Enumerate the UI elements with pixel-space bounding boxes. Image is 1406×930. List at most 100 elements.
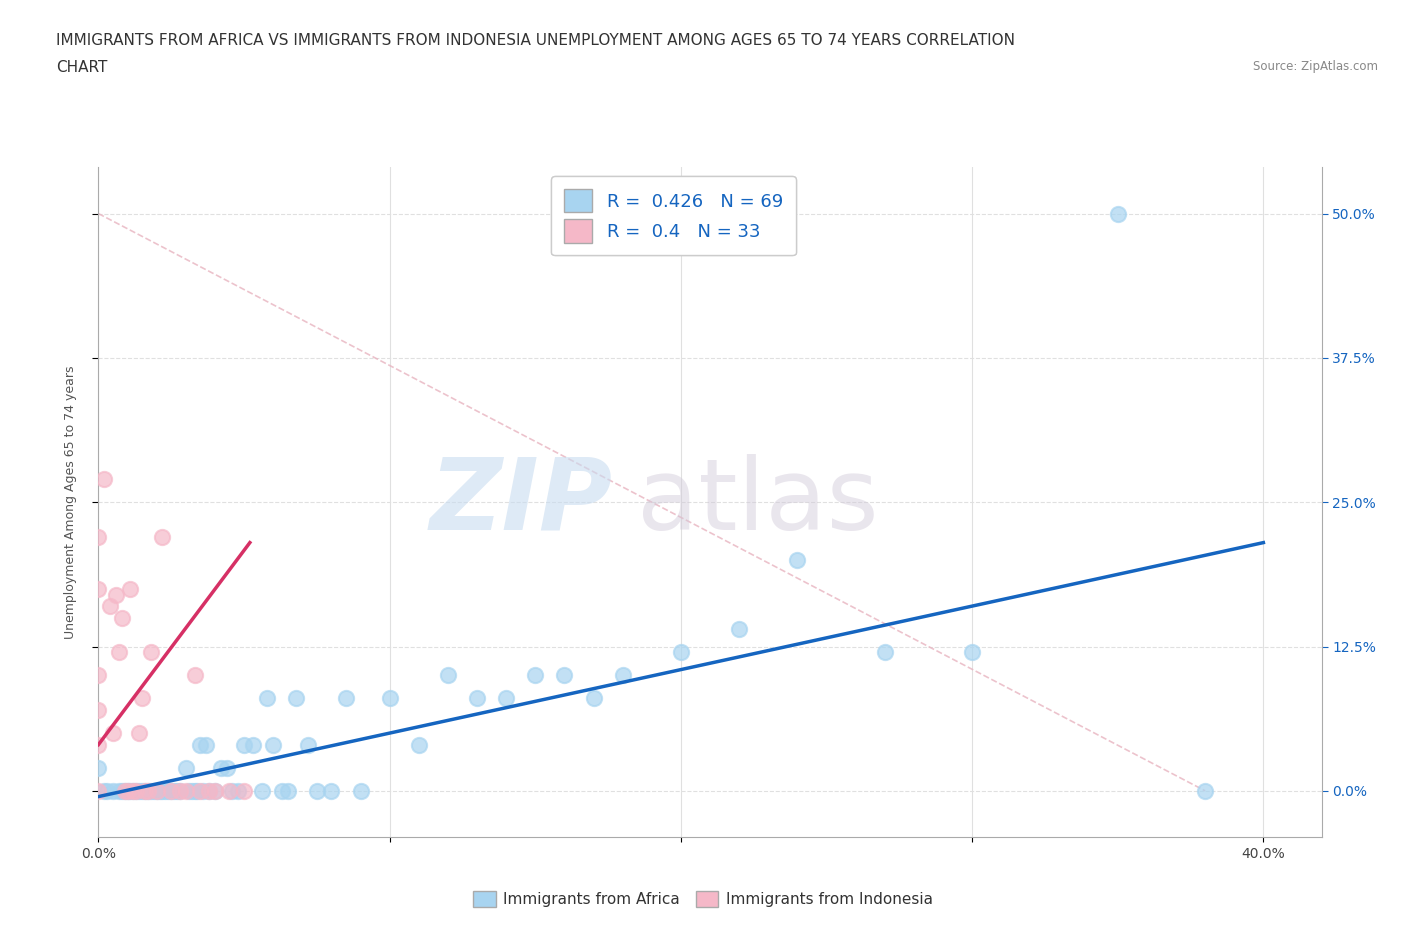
Point [157, 783, 180, 798]
Point [136, 783, 159, 798]
Text: atlas: atlas [637, 454, 879, 551]
Point [101, 725, 124, 740]
Point [524, 668, 547, 683]
Point [270, 783, 294, 798]
Point [160, 783, 183, 798]
Point [166, 783, 188, 798]
Point [93, 783, 115, 798]
Point [163, 783, 186, 798]
Point [188, 737, 212, 752]
Point [465, 691, 488, 706]
Point [174, 761, 197, 776]
Point [786, 552, 808, 567]
Point [108, 644, 131, 659]
Point [101, 783, 124, 798]
Point [93, 472, 115, 486]
Point [204, 783, 226, 798]
Point [120, 581, 142, 596]
Point [145, 783, 167, 798]
Point [233, 737, 256, 752]
Point [155, 783, 177, 798]
Point [122, 783, 145, 798]
Point [349, 783, 371, 798]
Point [160, 783, 183, 798]
Point [188, 783, 212, 798]
Point [669, 644, 692, 659]
Text: CHART: CHART [56, 60, 108, 75]
Point [221, 783, 243, 798]
Point [152, 783, 174, 798]
Point [145, 783, 167, 798]
Point [152, 529, 174, 544]
Legend: R =  0.426   N = 69, R =  0.4   N = 33: R = 0.426 N = 69, R = 0.4 N = 33 [551, 177, 796, 256]
Point [437, 668, 460, 683]
Point [250, 783, 273, 798]
Point [305, 783, 328, 798]
Text: IMMIGRANTS FROM AFRICA VS IMMIGRANTS FROM INDONESIA UNEMPLOYMENT AMONG AGES 65 T: IMMIGRANTS FROM AFRICA VS IMMIGRANTS FRO… [56, 33, 1015, 47]
Point [873, 644, 896, 659]
Point [1107, 206, 1129, 221]
Point [582, 691, 605, 706]
Point [108, 783, 131, 798]
Point [226, 783, 249, 798]
Point [128, 725, 150, 740]
Point [495, 691, 517, 706]
Point [120, 783, 142, 798]
Point [186, 783, 208, 798]
Y-axis label: Unemployment Among Ages 65 to 74 years: Unemployment Among Ages 65 to 74 years [63, 365, 77, 639]
Point [256, 691, 278, 706]
Text: Source: ZipAtlas.com: Source: ZipAtlas.com [1253, 60, 1378, 73]
Point [98, 599, 121, 614]
Point [335, 691, 357, 706]
Point [134, 783, 156, 798]
Point [125, 783, 148, 798]
Point [122, 783, 145, 798]
Point [297, 737, 319, 752]
Point [1194, 783, 1216, 798]
Point [131, 691, 153, 706]
Text: ZIP: ZIP [429, 454, 612, 551]
Point [87, 668, 110, 683]
Point [612, 668, 634, 683]
Point [233, 783, 256, 798]
Point [285, 691, 308, 706]
Point [262, 737, 284, 752]
Point [104, 587, 127, 602]
Point [87, 529, 110, 544]
Point [277, 783, 299, 798]
Point [728, 622, 751, 637]
Point [408, 737, 430, 752]
Point [215, 761, 238, 776]
Point [87, 737, 110, 752]
Point [114, 783, 136, 798]
Point [117, 783, 139, 798]
Point [128, 783, 150, 798]
Point [96, 783, 118, 798]
Point [195, 737, 218, 752]
Point [553, 668, 575, 683]
Point [169, 783, 191, 798]
Point [378, 691, 401, 706]
Point [114, 783, 136, 798]
Point [134, 783, 156, 798]
Legend: Immigrants from Africa, Immigrants from Indonesia: Immigrants from Africa, Immigrants from … [467, 884, 939, 913]
Point [198, 783, 221, 798]
Point [180, 783, 202, 798]
Point [198, 783, 221, 798]
Point [183, 668, 205, 683]
Point [177, 783, 200, 798]
Point [183, 783, 205, 798]
Point [218, 783, 240, 798]
Point [111, 783, 134, 798]
Point [87, 702, 110, 717]
Point [209, 761, 232, 776]
Point [117, 783, 139, 798]
Point [111, 610, 134, 625]
Point [204, 783, 226, 798]
Point [125, 783, 148, 798]
Point [139, 644, 162, 659]
Point [87, 761, 110, 776]
Point [193, 783, 215, 798]
Point [87, 581, 110, 596]
Point [136, 783, 159, 798]
